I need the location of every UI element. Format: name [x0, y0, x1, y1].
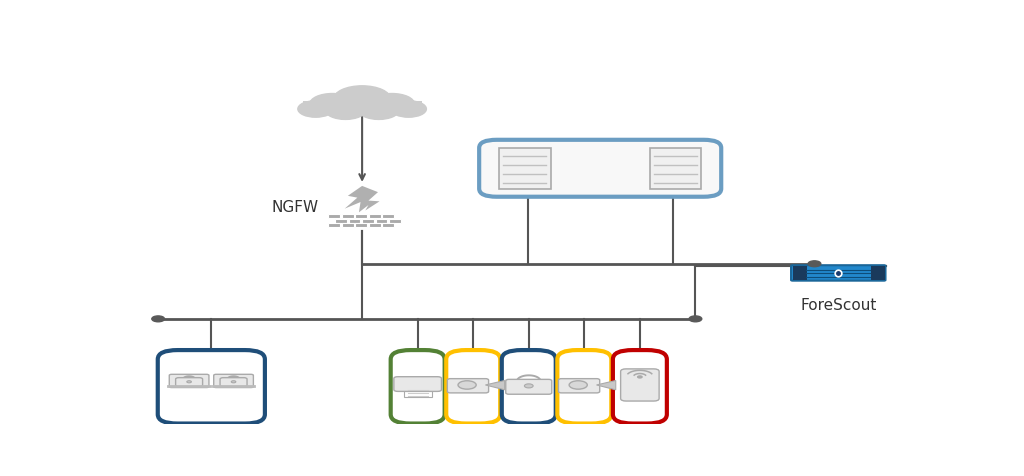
Bar [329, 224, 340, 228]
FancyBboxPatch shape [394, 377, 441, 392]
Circle shape [458, 381, 476, 389]
FancyBboxPatch shape [158, 350, 265, 424]
Circle shape [638, 376, 642, 378]
FancyBboxPatch shape [506, 379, 552, 395]
FancyBboxPatch shape [502, 350, 556, 424]
Circle shape [358, 101, 399, 120]
FancyBboxPatch shape [621, 369, 659, 401]
Circle shape [334, 87, 391, 113]
Circle shape [152, 316, 165, 322]
Bar [382, 215, 394, 218]
Bar [376, 219, 387, 223]
Circle shape [309, 94, 355, 115]
Bar [499, 149, 551, 189]
FancyBboxPatch shape [447, 379, 488, 393]
Bar [650, 149, 701, 189]
Polygon shape [597, 381, 615, 390]
Circle shape [326, 101, 366, 120]
Bar [389, 219, 401, 223]
Circle shape [569, 381, 588, 389]
Bar [369, 215, 381, 218]
Bar [335, 219, 347, 223]
FancyBboxPatch shape [446, 350, 500, 424]
Circle shape [689, 316, 701, 322]
Bar [382, 224, 394, 228]
Circle shape [298, 101, 334, 118]
Bar [355, 215, 368, 218]
FancyBboxPatch shape [558, 379, 600, 393]
Circle shape [391, 101, 426, 118]
Polygon shape [345, 187, 380, 213]
Bar [362, 219, 374, 223]
FancyBboxPatch shape [792, 266, 886, 281]
FancyBboxPatch shape [391, 350, 444, 424]
Bar [871, 267, 886, 280]
Text: NGFW: NGFW [271, 200, 318, 215]
Bar [329, 215, 340, 218]
Bar [355, 224, 368, 228]
Bar [342, 215, 353, 218]
Bar [793, 267, 807, 280]
Circle shape [370, 94, 415, 115]
Circle shape [524, 384, 534, 388]
Circle shape [186, 381, 191, 383]
Bar [348, 219, 360, 223]
Polygon shape [303, 102, 422, 114]
FancyBboxPatch shape [220, 378, 247, 387]
FancyBboxPatch shape [176, 378, 203, 387]
FancyBboxPatch shape [214, 375, 253, 388]
FancyBboxPatch shape [479, 140, 721, 198]
Bar [403, 389, 431, 397]
Polygon shape [485, 381, 505, 390]
FancyBboxPatch shape [613, 350, 667, 424]
Circle shape [808, 261, 821, 267]
Text: ForeScout: ForeScout [800, 297, 877, 312]
Bar [369, 224, 381, 228]
FancyBboxPatch shape [169, 375, 209, 388]
FancyBboxPatch shape [557, 350, 611, 424]
Circle shape [231, 381, 236, 383]
Bar [342, 224, 353, 228]
